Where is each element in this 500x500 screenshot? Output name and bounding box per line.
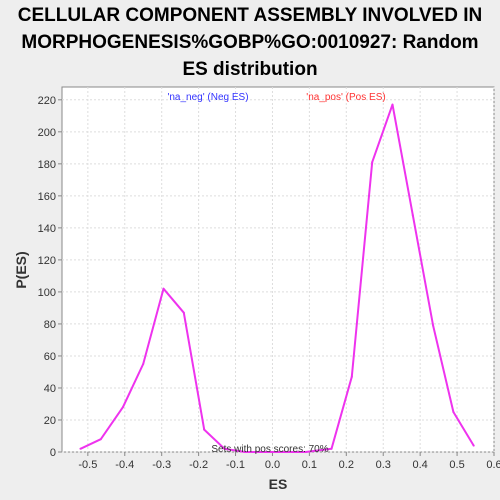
es-data-point — [121, 406, 124, 409]
axes: -0.5 -0.4 -0.3 -0.2 -0.1 0.0 0.1 0.2 0.3 0.4 0.5 0.… — [38, 95, 500, 471]
chart-title: CELLULAR COMPONENT ASSEMBLY INVOLVED IN … — [0, 2, 500, 83]
y-tick-label: 120 — [38, 255, 56, 267]
chart-title-line-3: ES distribution — [182, 59, 318, 80]
x-tick-label: 0.6 — [486, 459, 500, 471]
x-tick-label: 0.1 — [302, 459, 317, 471]
y-tick-label: 20 — [44, 415, 56, 427]
y-axis-title: P(ES) — [13, 251, 29, 288]
es-data-point — [371, 161, 374, 164]
y-tick-label: 200 — [38, 127, 56, 139]
pos-scores-note: Sets with pos scores: 70% — [211, 444, 328, 455]
es-data-point — [432, 324, 435, 327]
es-data-point — [330, 447, 333, 450]
es-data-point — [142, 362, 145, 365]
es-data-point — [223, 447, 226, 450]
es-data-point — [243, 451, 246, 453]
x-tick-label: 0.2 — [339, 459, 354, 471]
y-tick-label: 140 — [38, 223, 56, 235]
es-data-point — [99, 438, 102, 441]
x-tick-label: 0.5 — [449, 459, 464, 471]
es-data-point — [452, 410, 455, 413]
x-tick-label: -0.1 — [226, 459, 245, 471]
x-tick-label: 0.4 — [413, 459, 428, 471]
x-tick-label: 0.0 — [265, 459, 280, 471]
legend-pos: 'na_pos' (Pos ES) — [306, 92, 385, 103]
es-distribution-line — [80, 103, 475, 453]
y-tick-label: 160 — [38, 191, 56, 203]
es-data-point — [162, 287, 165, 290]
es-data-point — [284, 451, 287, 453]
y-tick-label: 80 — [44, 319, 56, 331]
series-group — [79, 103, 475, 453]
y-tick-label: 0 — [50, 447, 56, 459]
es-data-point — [350, 375, 353, 378]
y-tick-label: 60 — [44, 351, 56, 363]
legend-neg: 'na_neg' (Neg ES) — [167, 92, 248, 103]
x-tick-label: -0.2 — [189, 459, 208, 471]
x-tick-label: -0.5 — [78, 459, 97, 471]
es-data-point — [304, 451, 307, 453]
chart-title-line-2: MORPHOGENESIS%GOBP%GO:0010927: Random — [21, 32, 479, 53]
es-data-point — [391, 103, 394, 106]
x-tick-label: -0.4 — [115, 459, 134, 471]
x-tick-label: 0.3 — [376, 459, 391, 471]
y-tick-label: 40 — [44, 383, 56, 395]
es-data-point — [79, 447, 82, 450]
grid — [62, 87, 495, 453]
y-tick-label: 100 — [38, 287, 56, 299]
es-data-point — [411, 214, 414, 217]
x-tick-label: -0.3 — [152, 459, 171, 471]
x-axis-title: ES — [269, 476, 288, 492]
chart-title-line-1: CELLULAR COMPONENT ASSEMBLY INVOLVED IN — [17, 5, 483, 26]
es-data-point — [203, 428, 206, 431]
y-tick-label: 180 — [38, 159, 56, 171]
es-data-point — [182, 311, 185, 314]
es-data-point — [472, 444, 475, 447]
y-tick-label: 220 — [38, 95, 56, 107]
es-data-point — [264, 451, 267, 453]
